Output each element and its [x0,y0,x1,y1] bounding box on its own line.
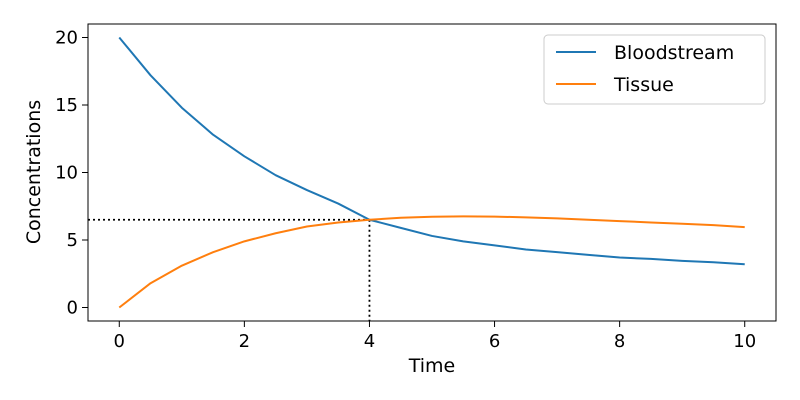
y-tick-label: 20 [55,28,78,49]
x-tick-label: 6 [489,331,500,352]
y-tick-label: 15 [55,95,78,116]
series-line-bloodstream [118,36,745,266]
series-line-tissue [118,215,745,309]
legend-label-bloodstream: Bloodstream [614,42,734,64]
y-axis-ticks: 0 5 10 15 20 [55,28,88,319]
x-tick-label: 0 [114,331,125,352]
y-tick-label: 5 [67,230,78,251]
x-axis-ticks: 0 2 4 6 8 10 [114,321,756,352]
x-tick-label: 8 [614,331,625,352]
x-tick-label: 10 [733,331,756,352]
plot-content [88,36,745,321]
x-tick-label: 4 [364,331,375,352]
x-axis-label: Time [408,355,456,377]
legend-box [543,34,766,105]
legend: Bloodstream Tissue [543,34,766,105]
y-axis-label: Concentrations [23,100,45,244]
x-tick-label: 2 [239,331,250,352]
y-tick-label: 10 [55,163,78,184]
legend-label-tissue: Tissue [613,74,674,96]
y-tick-label: 0 [67,298,78,319]
